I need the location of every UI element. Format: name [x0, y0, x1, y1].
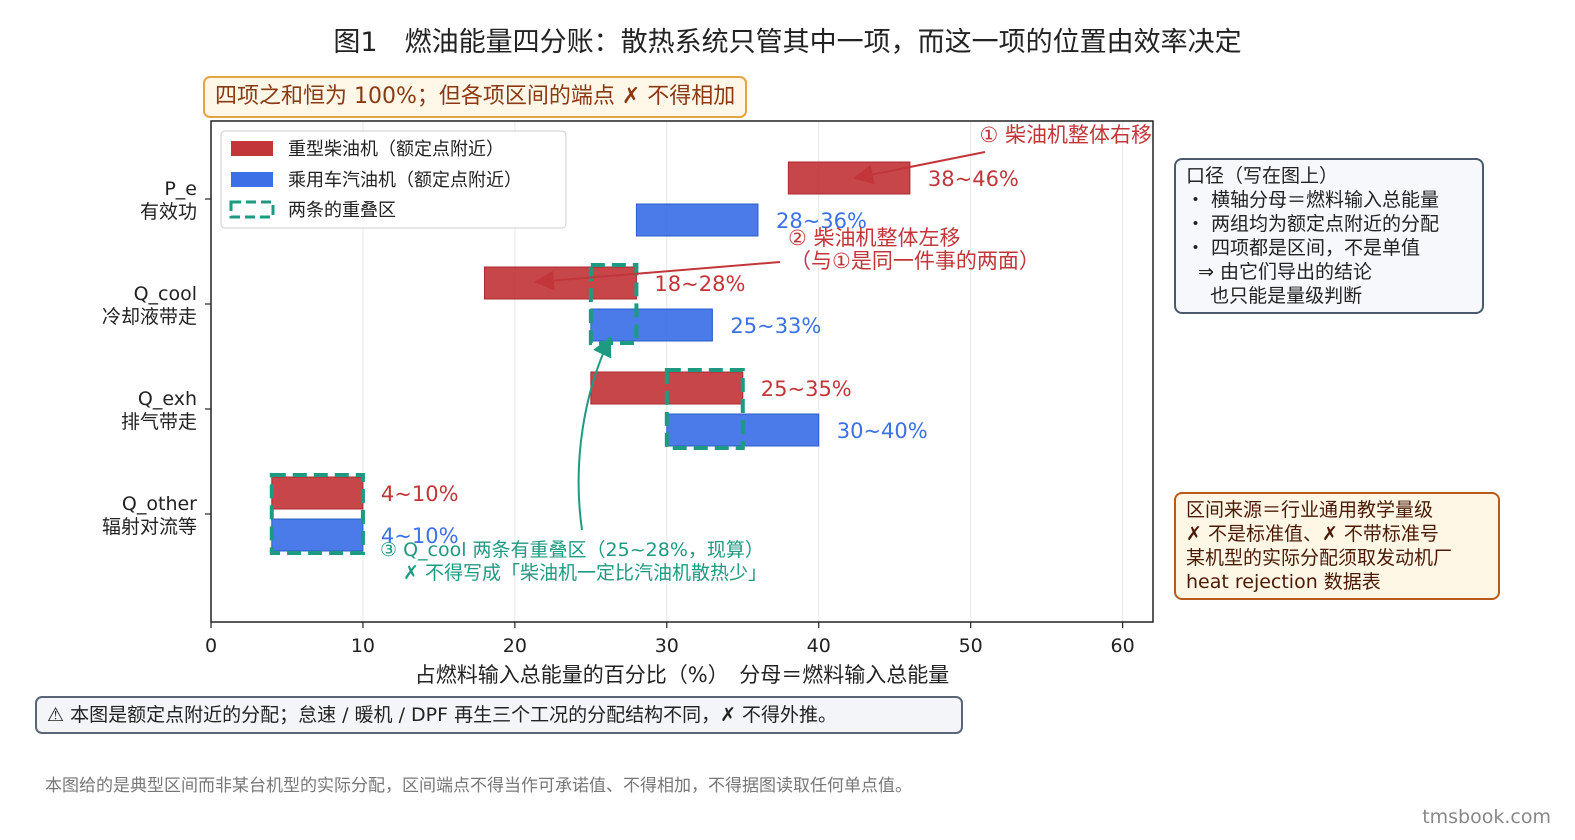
x-tick-label: 40 — [807, 635, 831, 657]
category-label-name: 有效功 — [140, 201, 197, 223]
legend-swatch-overlap — [229, 200, 275, 219]
annotation-3-text: ③ Q_cool 两条有重叠区（25~28%，现算） — [380, 539, 764, 561]
annotation-3-text-secondary: ✗ 不得写成「柴油机一定比汽油机散热少」 — [403, 562, 767, 584]
source-line: ✗ 不是标准值、✗ 不带标准号 — [1186, 523, 1439, 545]
bar-diesel — [483, 266, 637, 300]
category-label-code: Q_cool — [134, 283, 197, 305]
annotation-1-arrow — [853, 151, 986, 185]
x-tick-label: 50 — [959, 635, 983, 657]
axis-ticks: 0 10 20 30 40 50 60 — [205, 198, 1135, 657]
annotation-2-arrow — [534, 261, 781, 291]
plot-frame — [210, 120, 1154, 623]
x-tick-label: 20 — [503, 635, 527, 657]
legend: 重型柴油机（额定点附近） 乘用车汽油机（额定点附近） 两条的重叠区 — [220, 130, 567, 229]
annotation-2-text-secondary: （与①是同一件事的两面） — [790, 249, 1040, 273]
source-line: heat rejection 数据表 — [1186, 571, 1381, 593]
page-title: 图1 燃油能量四分账：散热系统只管其中一项，而这一项的位置由效率决定 — [333, 27, 1242, 58]
category-label-name: 排气带走 — [121, 411, 197, 433]
caliber-item: ⇒ 由它们导出的结论 — [1186, 261, 1373, 283]
bar-value-label: 25~35% — [761, 377, 852, 401]
warning-banner: ⚠ 本图是额定点附近的分配；怠速 / 暖机 / DPF 再生三个工况的分配结构不… — [35, 696, 963, 734]
x-axis-label: 占燃料输入总能量的百分比（%） 分母＝燃料输入总能量 — [415, 663, 949, 687]
legend-label-diesel: 重型柴油机（额定点附近） — [288, 139, 504, 160]
source-box: 区间来源＝行业通用教学量级 ✗ 不是标准值、✗ 不带标准号 某机型的实际分配须取… — [1174, 492, 1500, 600]
annotation-3-arrow — [577, 336, 612, 531]
bar-value-label: 28~36% — [776, 209, 867, 233]
caliber-item: ・ 横轴分母＝燃料输入总能量 — [1186, 189, 1440, 211]
bar-gasoline — [635, 203, 759, 237]
bar-value-label: 30~40% — [837, 419, 928, 443]
bar-value-label: 18~28% — [654, 272, 745, 296]
bar-value-label: 25~33% — [730, 314, 821, 338]
caliber-box: 口径（写在图上） ・ 横轴分母＝燃料输入总能量 ・ 两组均为额定点附近的分配 ・… — [1174, 158, 1484, 314]
source-line: 某机型的实际分配须取发动机厂 — [1186, 547, 1453, 569]
caliber-item: ・ 四项都是区间，不是单值 — [1186, 237, 1421, 259]
bar-gasoline — [590, 308, 713, 342]
source-line: 区间来源＝行业通用教学量级 — [1186, 499, 1434, 521]
caliber-item: ・ 两组均为额定点附近的分配 — [1186, 213, 1440, 235]
top-note-badge: 四项之和恒为 100%；但各项区间的端点 ✗ 不得相加 — [203, 76, 748, 118]
x-tick-label: 60 — [1111, 635, 1135, 657]
bar-value-label: 4~10% — [381, 482, 459, 506]
footnote: 本图给的是典型区间而非某台机型的实际分配，区间端点不得当作可承诺值、不得相加，不… — [45, 776, 912, 796]
annotation-1-text: ① 柴油机整体右移 — [979, 123, 1152, 147]
overlap-box — [588, 263, 639, 345]
category-label-code: P_e — [164, 178, 197, 200]
legend-swatch-gasoline — [231, 172, 273, 187]
x-tick-label: 30 — [655, 635, 679, 657]
watermark: tmsbook.com — [1422, 806, 1551, 828]
bar-gasoline — [271, 518, 364, 552]
category-label-name: 辐射对流等 — [102, 516, 197, 538]
legend-label-gasoline: 乘用车汽油机（额定点附近） — [288, 170, 522, 191]
bar-diesel — [271, 476, 364, 510]
legend-label-overlap: 两条的重叠区 — [288, 200, 396, 221]
category-label-code: Q_exh — [138, 388, 197, 410]
legend-frame — [220, 130, 567, 229]
overlap-boxes — [269, 263, 745, 555]
bar-value-label: 38~46% — [928, 167, 1019, 191]
caliber-item: 也只能是量级判断 — [1186, 285, 1363, 307]
bar-value-label: 4~10% — [381, 524, 459, 548]
x-tick-label: 0 — [205, 635, 217, 657]
overlap-box — [269, 473, 365, 555]
category-label-name: 冷却液带走 — [102, 306, 197, 328]
overlap-box — [664, 368, 745, 450]
caliber-title: 口径（写在图上） — [1186, 165, 1339, 187]
x-tick-label: 10 — [351, 635, 375, 657]
bar-diesel — [787, 161, 911, 195]
annotation-2-text: ② 柴油机整体左移 — [788, 226, 961, 250]
category-label-code: Q_other — [122, 493, 197, 515]
legend-swatch-diesel — [231, 141, 273, 156]
data-labels: 38~46% 18~28% 25~35% 4~10% 28~36% 25~33% 30~40… — [381, 167, 1019, 548]
